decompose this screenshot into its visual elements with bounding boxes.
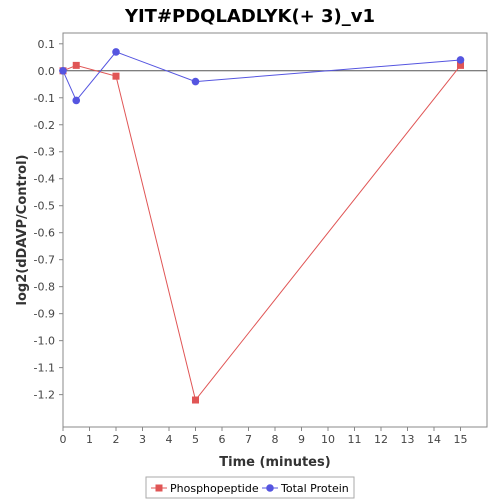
- series-point: [191, 77, 200, 86]
- series-point: [456, 56, 465, 64]
- legend-marker: [266, 484, 274, 492]
- x-tick-label: 1: [86, 433, 93, 446]
- y-tick-label: -0.5: [34, 200, 55, 213]
- x-tick-label: 12: [374, 433, 388, 446]
- x-tick-label: 7: [245, 433, 252, 446]
- y-axis-ticks: 0.1 0.0 -0.1 -0.2 -0.3 -0.4 -0.5 -0.6 -0.7 -0.8 -0…: [34, 38, 63, 402]
- y-tick-label: 0.0: [38, 65, 56, 78]
- y-tick-label: -0.6: [34, 227, 55, 240]
- x-tick-label: 8: [272, 433, 279, 446]
- x-tick-label: 4: [166, 433, 173, 446]
- legend-box: [145, 476, 355, 499]
- series-point: [112, 72, 120, 80]
- series-point: [72, 61, 80, 69]
- y-tick-label: -0.4: [34, 173, 55, 186]
- y-tick-label: -0.3: [34, 146, 55, 159]
- y-tick-label: -1.0: [34, 335, 55, 348]
- y-tick-label: -0.9: [34, 308, 55, 321]
- series-layer: [59, 48, 465, 404]
- x-axis-label: Time (minutes): [219, 455, 330, 470]
- x-tick-label: 5: [192, 433, 199, 446]
- legend-label: Phosphopeptide: [170, 482, 259, 495]
- chart-title: YIT#PDQLADLYK(+ 3)_v1: [124, 6, 375, 27]
- legend-marker: [155, 484, 163, 492]
- x-tick-label: 14: [427, 433, 441, 446]
- y-tick-label: -1.2: [34, 389, 55, 402]
- series-point: [59, 66, 67, 75]
- series-point: [192, 396, 199, 404]
- legend-label: Total Protein: [280, 482, 349, 495]
- x-tick-label: 15: [454, 433, 468, 446]
- x-tick-label: 13: [401, 433, 415, 446]
- y-tick-label: -1.1: [34, 362, 55, 375]
- series-point: [72, 96, 81, 105]
- x-tick-label: 0: [60, 433, 67, 446]
- y-tick-label: -0.8: [34, 281, 55, 294]
- x-tick-label: 2: [113, 433, 120, 446]
- y-tick-label: 0.1: [38, 38, 56, 51]
- x-axis-ticks: 0 1 2 3 4 5 6 7 8 9 10 11 12 13 14 15: [60, 427, 468, 446]
- plot-area: [62, 32, 488, 428]
- series-point: [112, 48, 120, 56]
- x-tick-label: 6: [219, 433, 226, 446]
- legend: Phosphopeptide Total Protein: [151, 482, 349, 495]
- y-axis-label: log2(dDAVP/Control): [15, 155, 30, 306]
- x-tick-label: 11: [348, 433, 362, 446]
- x-tick-label: 9: [298, 433, 305, 446]
- series-point: [457, 61, 464, 69]
- y-tick-label: -0.1: [34, 92, 55, 105]
- x-tick-label: 3: [139, 433, 146, 446]
- x-tick-label: 10: [321, 433, 335, 446]
- y-tick-label: -0.2: [34, 119, 55, 132]
- y-tick-label: -0.7: [34, 254, 55, 267]
